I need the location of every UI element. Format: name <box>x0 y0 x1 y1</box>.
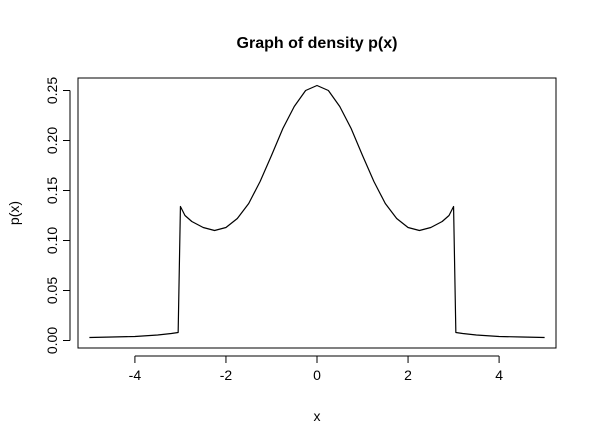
x-tick-label: 4 <box>495 367 503 383</box>
y-axis: 0.00 0.05 0.10 0.15 0.20 0.25 <box>44 77 71 354</box>
y-tick-label: 0.15 <box>44 177 60 204</box>
x-axis-title: x <box>314 408 321 424</box>
y-tick-label: 0.25 <box>44 77 60 104</box>
x-tick-label: 0 <box>313 367 321 383</box>
series-layer <box>89 84 545 339</box>
y-tick-label: 0.05 <box>44 277 60 304</box>
y-tick-label: 0.20 <box>44 127 60 154</box>
density-line <box>89 84 545 339</box>
x-axis: -4 -2 0 2 4 <box>129 355 503 383</box>
y-tick-label: 0.10 <box>44 227 60 254</box>
chart-title: Graph of density p(x) <box>237 35 398 52</box>
x-tick-label: 2 <box>404 367 412 383</box>
plot-frame <box>77 77 557 349</box>
y-axis-title: p(x) <box>6 201 22 225</box>
y-tick-label: 0.00 <box>44 327 60 354</box>
x-tick-label: -2 <box>220 367 233 383</box>
x-tick-label: -4 <box>129 367 142 383</box>
